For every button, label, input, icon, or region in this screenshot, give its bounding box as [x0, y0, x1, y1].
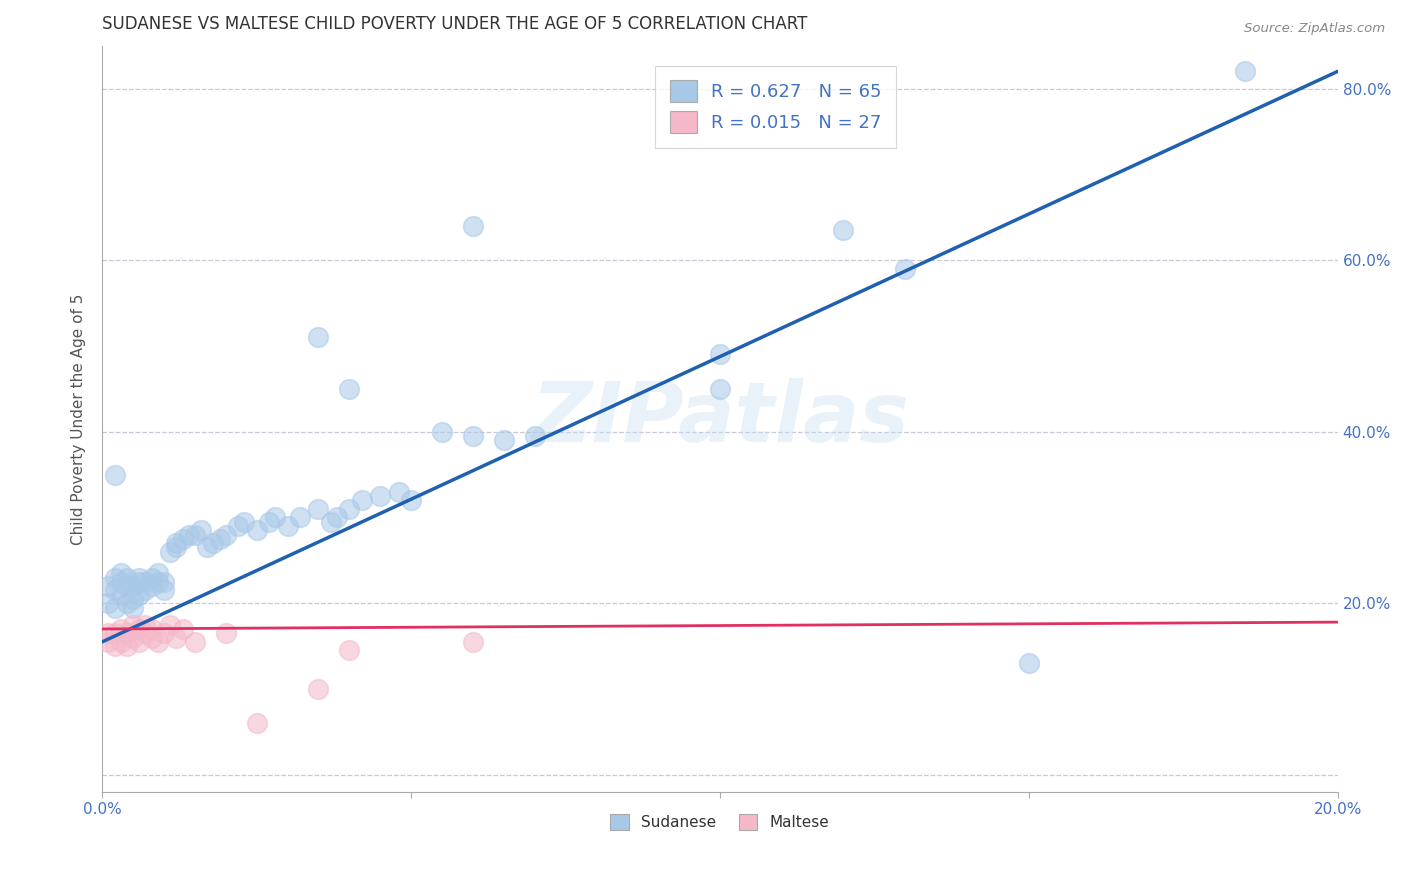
Point — [307, 330, 329, 344]
Point — [184, 527, 207, 541]
Point — [246, 716, 269, 731]
Point — [177, 527, 200, 541]
Point — [103, 600, 125, 615]
Point — [97, 635, 120, 649]
Point — [184, 635, 207, 649]
Text: ZIPatlas: ZIPatlas — [531, 378, 908, 459]
Point — [264, 510, 287, 524]
Point — [461, 219, 484, 233]
Point — [134, 617, 156, 632]
Point — [1233, 64, 1256, 78]
Point — [141, 622, 163, 636]
Point — [337, 643, 360, 657]
Point — [246, 524, 269, 538]
Point — [110, 588, 132, 602]
Point — [233, 515, 256, 529]
Point — [141, 579, 163, 593]
Point — [195, 541, 218, 555]
Point — [146, 574, 169, 589]
Point — [122, 591, 145, 606]
Point — [307, 681, 329, 696]
Point — [894, 261, 917, 276]
Point — [832, 223, 855, 237]
Point — [190, 524, 212, 538]
Point — [146, 635, 169, 649]
Point — [492, 434, 515, 448]
Point — [159, 617, 181, 632]
Point — [337, 382, 360, 396]
Point — [350, 493, 373, 508]
Point — [103, 583, 125, 598]
Point — [523, 429, 546, 443]
Point — [172, 622, 194, 636]
Point — [122, 617, 145, 632]
Point — [208, 532, 231, 546]
Point — [709, 382, 731, 396]
Point — [97, 596, 120, 610]
Point — [165, 631, 187, 645]
Point — [141, 570, 163, 584]
Point — [110, 635, 132, 649]
Point — [115, 639, 138, 653]
Point — [388, 484, 411, 499]
Point — [319, 515, 342, 529]
Point — [134, 583, 156, 598]
Point — [165, 541, 187, 555]
Point — [709, 347, 731, 361]
Legend: Sudanese, Maltese: Sudanese, Maltese — [605, 808, 835, 837]
Point — [288, 510, 311, 524]
Point — [115, 579, 138, 593]
Point — [122, 631, 145, 645]
Point — [1018, 657, 1040, 671]
Point — [115, 570, 138, 584]
Point — [122, 579, 145, 593]
Point — [110, 574, 132, 589]
Y-axis label: Child Poverty Under the Age of 5: Child Poverty Under the Age of 5 — [72, 293, 86, 544]
Point — [165, 536, 187, 550]
Point — [115, 626, 138, 640]
Point — [257, 515, 280, 529]
Point — [172, 532, 194, 546]
Point — [134, 574, 156, 589]
Point — [128, 574, 150, 589]
Point — [326, 510, 349, 524]
Point — [128, 635, 150, 649]
Point — [215, 527, 238, 541]
Point — [307, 501, 329, 516]
Point — [122, 600, 145, 615]
Point — [399, 493, 422, 508]
Point — [461, 429, 484, 443]
Point — [110, 566, 132, 581]
Point — [97, 626, 120, 640]
Point — [153, 574, 176, 589]
Point — [159, 545, 181, 559]
Point — [202, 536, 225, 550]
Point — [103, 570, 125, 584]
Point — [153, 626, 176, 640]
Point — [337, 501, 360, 516]
Point — [134, 626, 156, 640]
Point — [103, 626, 125, 640]
Text: Source: ZipAtlas.com: Source: ZipAtlas.com — [1244, 22, 1385, 36]
Point — [128, 588, 150, 602]
Point — [141, 631, 163, 645]
Point — [103, 639, 125, 653]
Point — [103, 467, 125, 482]
Point — [128, 570, 150, 584]
Point — [128, 622, 150, 636]
Point — [276, 519, 298, 533]
Point — [115, 596, 138, 610]
Point — [226, 519, 249, 533]
Text: SUDANESE VS MALTESE CHILD POVERTY UNDER THE AGE OF 5 CORRELATION CHART: SUDANESE VS MALTESE CHILD POVERTY UNDER … — [103, 15, 807, 33]
Point — [430, 425, 453, 439]
Point — [368, 489, 391, 503]
Point — [146, 566, 169, 581]
Point — [215, 626, 238, 640]
Point — [97, 579, 120, 593]
Point — [110, 622, 132, 636]
Point — [153, 583, 176, 598]
Point — [461, 635, 484, 649]
